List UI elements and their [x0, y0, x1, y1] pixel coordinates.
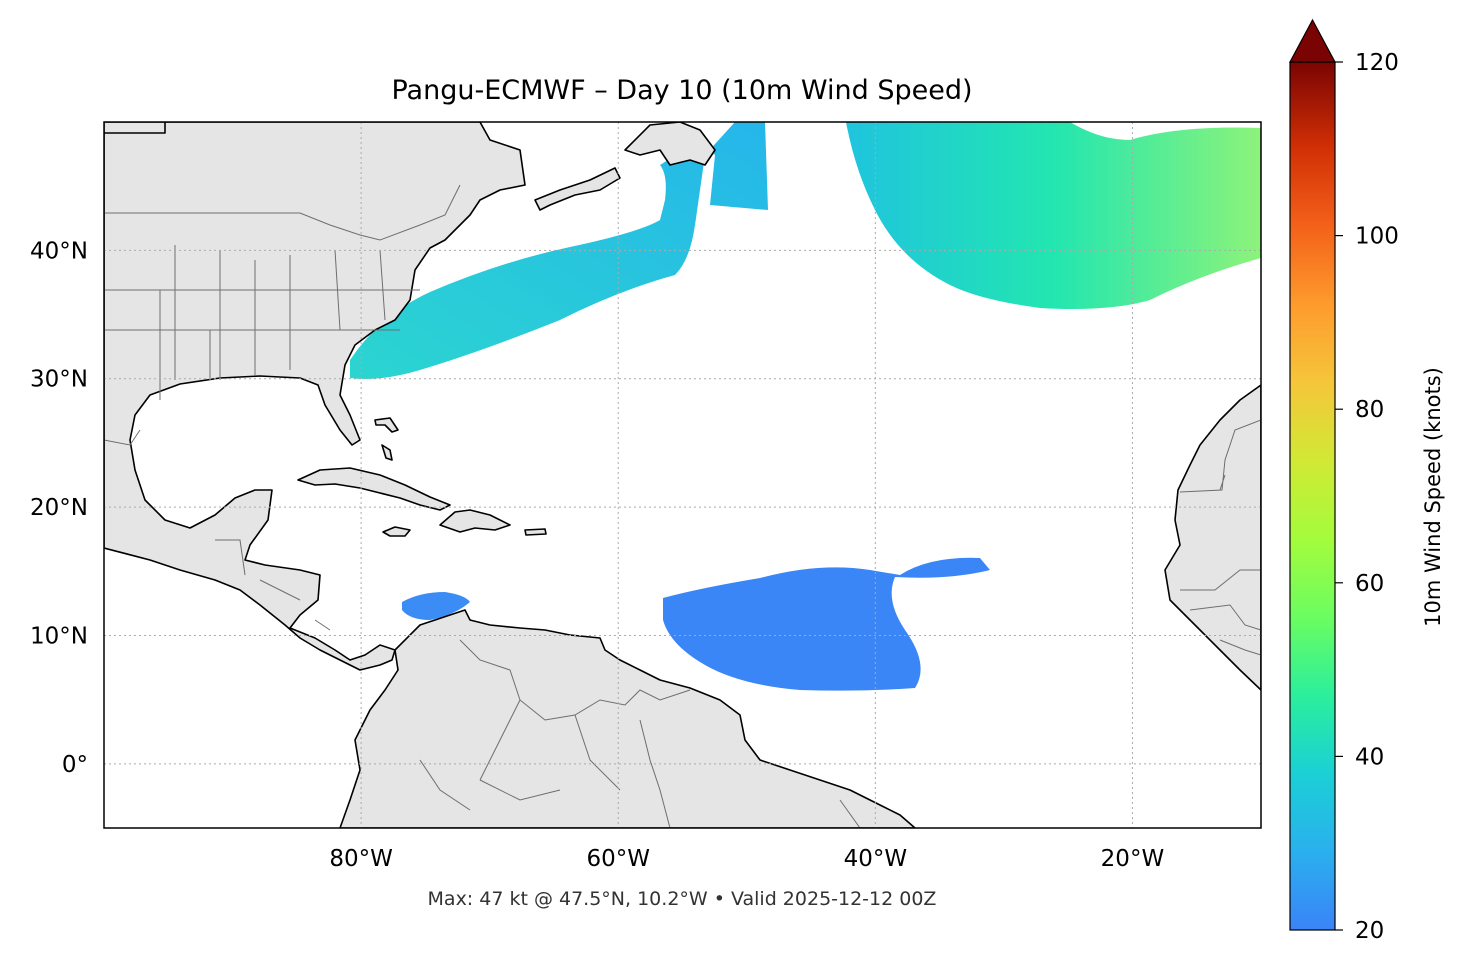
- y-tick-label: 40°N: [30, 238, 88, 264]
- colorbar-tick-label: 20: [1355, 918, 1384, 944]
- y-tick-label: 10°N: [30, 623, 88, 649]
- wind-patch-northeast: [846, 122, 1261, 309]
- x-tick-label: 80°W: [329, 846, 393, 872]
- map-border: [103, 121, 1262, 829]
- border-us-canada: [104, 184, 461, 241]
- y-tick-label: 0°: [62, 752, 88, 778]
- wind-patch-tropical: [663, 557, 990, 691]
- wind-patch-caribbean: [402, 592, 470, 620]
- border-us-mexico: [104, 429, 141, 446]
- land-greenland-edge: [104, 122, 166, 134]
- border-central-america: [215, 539, 331, 631]
- land-jamaica: [382, 526, 411, 537]
- land-cuba: [297, 467, 451, 511]
- land-hispaniola: [439, 509, 511, 533]
- chart-title: Pangu-ECMWF – Day 10 (10m Wind Speed): [391, 75, 972, 106]
- y-tick-label: 30°N: [30, 367, 88, 393]
- colorbar-label: 10m Wind Speed (knots): [1421, 367, 1445, 627]
- state-lines: [104, 245, 420, 400]
- x-axis-ticks: 80°W 60°W 40°W 20°W: [329, 846, 1164, 872]
- land-nova-scotia: [534, 167, 621, 211]
- x-tick-label: 40°W: [844, 846, 908, 872]
- x-tick-label: 20°W: [1101, 846, 1165, 872]
- colorbar: 20 40 60 80 100 120 10m Wind Speed (knots): [1288, 18, 1445, 944]
- colorbar-tick-label: 100: [1355, 224, 1399, 250]
- land-north-america: [104, 122, 526, 671]
- border-africa: [1179, 419, 1261, 656]
- map-area: 80°W 60°W 40°W 20°W 40°N 30°N 20°N 10°N 0°: [30, 121, 1262, 872]
- land-newfoundland: [624, 122, 716, 166]
- max-wind-footer: Max: 47 kt @ 47.5°N, 10.2°W • Valid 2025…: [428, 888, 937, 910]
- colorbar-tick-label: 60: [1355, 571, 1384, 597]
- colorbar-extend-max-triangle: [1288, 18, 1337, 63]
- country-borders: [104, 184, 1261, 828]
- colorbar-gradient: [1289, 61, 1336, 931]
- map-layers: [104, 122, 1261, 828]
- colorbar-tick-label: 80: [1355, 397, 1384, 423]
- colorbar-tick-label: 120: [1355, 50, 1399, 76]
- y-axis-ticks: 40°N 30°N 20°N 10°N 0°: [30, 238, 88, 777]
- y-tick-label: 20°N: [30, 495, 88, 521]
- land-puerto-rico: [524, 528, 547, 536]
- border-south-america: [419, 639, 861, 828]
- x-tick-label: 60°W: [586, 846, 650, 872]
- land-bahamas: [374, 417, 399, 461]
- colorbar-ticks: 20 40 60 80 100 120: [1335, 50, 1399, 944]
- colorbar-tick-label: 40: [1355, 744, 1384, 770]
